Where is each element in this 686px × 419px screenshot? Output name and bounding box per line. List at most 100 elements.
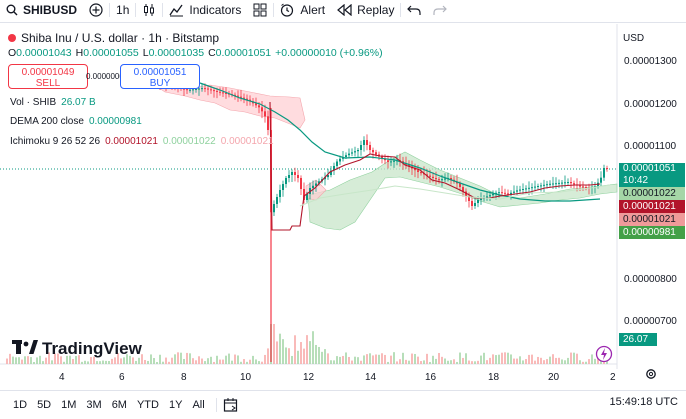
last-price-value: 0.00001051: [623, 163, 676, 174]
indicator-ichimoku-name: Ichimoku 9 26 52 26: [10, 136, 101, 147]
candle-body: [600, 177, 602, 183]
candle-body: [264, 111, 266, 117]
utc-clock[interactable]: 15:49:18 UTC: [609, 396, 678, 408]
ohlc-values: O0.00001043 H0.00001055 L0.00001035 C0.0…: [8, 47, 383, 59]
volume-bar: [483, 352, 485, 364]
candle-body: [291, 172, 293, 175]
candle-body: [417, 170, 419, 172]
volume-bars: [6, 324, 608, 364]
candle-body: [345, 155, 347, 157]
volume-bar: [507, 352, 509, 364]
candle-body: [498, 192, 500, 194]
range-6m[interactable]: 6M: [111, 399, 127, 411]
volume-bar: [288, 348, 290, 364]
buy-button[interactable]: 0.00001051 BUY: [120, 64, 200, 89]
candle-body: [279, 190, 281, 197]
volume-bar: [54, 353, 56, 364]
volume-bar: [417, 356, 419, 364]
volume-bar: [222, 359, 224, 364]
candle-body: [204, 88, 206, 90]
candle-body: [471, 201, 473, 206]
chart-type-button[interactable]: [136, 0, 162, 20]
chart-legend-title[interactable]: Shiba Inu / U.S. dollar · 1h · Bitstamp: [8, 31, 219, 45]
volume-bar: [579, 360, 581, 364]
volume-bar: [216, 355, 218, 364]
redo-icon: [433, 4, 448, 16]
gear-icon[interactable]: [645, 367, 657, 385]
candle-body: [558, 182, 560, 184]
time-label: 18: [488, 372, 500, 383]
candle-body: [477, 200, 479, 203]
range-3m[interactable]: 3M: [86, 399, 102, 411]
candle-body: [276, 197, 278, 204]
range-ytd[interactable]: YTD: [136, 399, 159, 411]
volume-bar: [291, 355, 293, 364]
volume-bar: [27, 356, 29, 364]
volume-bar: [36, 357, 38, 364]
volume-bar: [324, 349, 326, 364]
indicator-ichimoku[interactable]: Ichimoku 9 26 52 26 0.00001021 0.0000102…: [10, 136, 274, 147]
candle-body: [408, 164, 410, 167]
volume-bar: [51, 360, 53, 364]
alert-button[interactable]: Alert: [274, 0, 331, 20]
volume-bar: [381, 353, 383, 364]
candle-body: [246, 98, 248, 100]
candle-body: [336, 161, 338, 166]
range-5d[interactable]: 5D: [37, 399, 52, 411]
volume-bar: [597, 355, 599, 364]
volume-bar: [327, 353, 329, 364]
volume-bar: [303, 348, 305, 364]
candle-body: [210, 89, 212, 91]
volume-bar: [219, 359, 221, 364]
candle-body: [510, 192, 512, 194]
volume-bar: [414, 353, 416, 364]
volume-bar: [159, 354, 161, 364]
candle-body: [441, 179, 443, 181]
volume-bar: [345, 352, 347, 364]
range-1m[interactable]: 1M: [61, 399, 77, 411]
volume-bar: [279, 333, 281, 364]
interval-button[interactable]: 1h: [110, 0, 135, 20]
volume-bar: [339, 356, 341, 364]
volume-bar: [297, 350, 299, 364]
redo-button[interactable]: [427, 0, 453, 20]
range-1d[interactable]: 1D: [13, 399, 28, 411]
volume-bar: [75, 356, 77, 364]
replay-button[interactable]: Replay: [331, 0, 400, 20]
calendar-goto-icon[interactable]: [223, 397, 239, 413]
volume-bar: [498, 354, 500, 364]
volume-bar: [387, 361, 389, 364]
volume-bar: [459, 352, 461, 364]
volume-bar: [318, 346, 320, 364]
volume-bar: [21, 359, 23, 364]
candle-body: [606, 168, 608, 169]
auto-scale-icon[interactable]: [595, 345, 613, 368]
volume-bar: [576, 353, 578, 364]
sell-button[interactable]: 0.00001049 SELL: [8, 64, 88, 89]
volume-bar: [63, 361, 65, 364]
price-chart[interactable]: [0, 24, 686, 369]
range-1y[interactable]: 1Y: [168, 399, 183, 411]
layouts-icon: [253, 3, 267, 17]
candle-body: [489, 195, 491, 197]
indicator-volume-value: 26.07 B: [61, 97, 96, 108]
volume-bar: [555, 357, 557, 364]
indicator-volume[interactable]: Vol · SHIB 26.07 B: [10, 97, 96, 108]
time-label: 4: [59, 372, 65, 383]
price-label: 0.00000800: [624, 274, 677, 285]
tradingview-logo[interactable]: TradingView: [12, 339, 142, 359]
layouts-button[interactable]: [247, 0, 273, 20]
candle-body: [567, 182, 569, 183]
symbol-search[interactable]: SHIBUSD: [0, 0, 83, 20]
indicator-dema[interactable]: DEMA 200 close 0.00000981: [10, 116, 142, 127]
volume-bar: [66, 355, 68, 364]
compare-button[interactable]: [83, 0, 109, 20]
candle-body: [546, 184, 548, 186]
toolbar-divider: [162, 3, 164, 17]
range-all[interactable]: All: [192, 399, 205, 411]
volume-bar: [72, 359, 74, 364]
indicators-button[interactable]: Indicators: [163, 0, 247, 20]
undo-button[interactable]: [401, 0, 427, 20]
candle-body: [297, 175, 299, 178]
currency-label[interactable]: USD: [623, 33, 645, 44]
